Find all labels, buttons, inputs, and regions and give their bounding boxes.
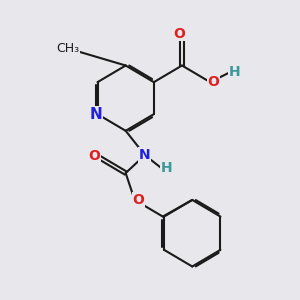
Text: N: N (139, 148, 151, 162)
Text: O: O (207, 75, 219, 89)
Text: O: O (133, 193, 144, 207)
Text: O: O (88, 149, 101, 164)
Text: N: N (90, 107, 103, 122)
Text: O: O (173, 26, 185, 40)
Text: H: H (229, 65, 240, 79)
Text: H: H (161, 161, 172, 175)
Text: CH₃: CH₃ (56, 42, 80, 56)
